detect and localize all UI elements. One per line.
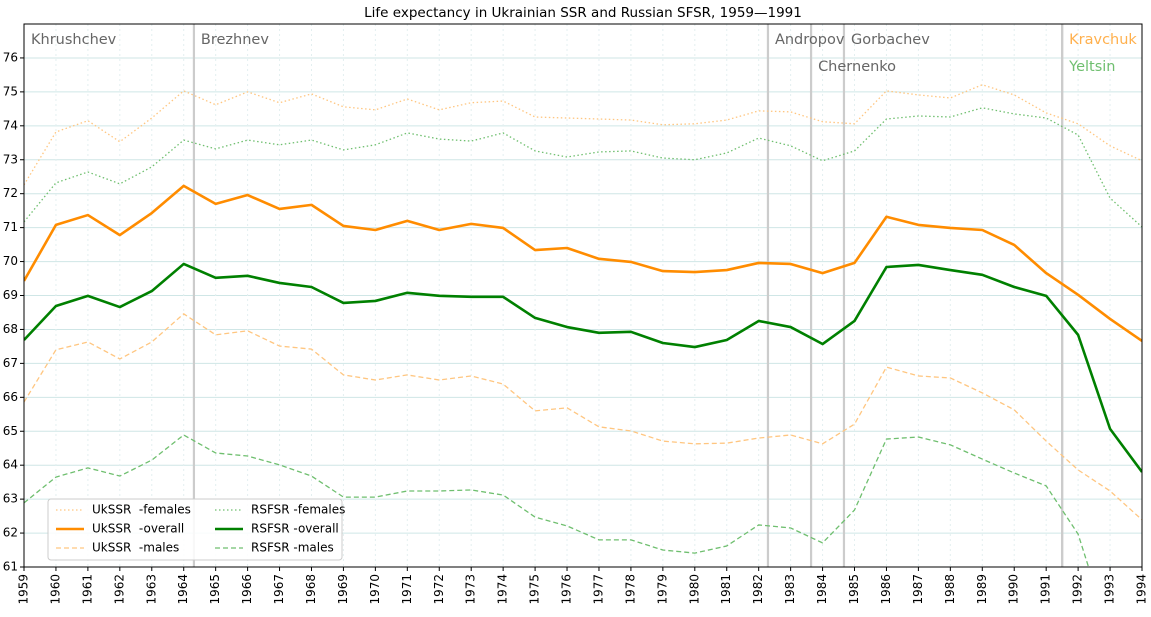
y-tick-label: 68 — [3, 322, 18, 336]
grid — [23, 24, 1143, 568]
x-tick-label: 1989 — [975, 574, 989, 605]
series-line — [24, 184, 1142, 343]
leader-label: Chernenko — [818, 59, 896, 75]
x-tick-label: 1991 — [1039, 574, 1053, 605]
x-tick-label: 1972 — [432, 574, 446, 605]
leader-label: Kravchuk — [1069, 32, 1137, 48]
x-tick-label: 1963 — [144, 574, 158, 605]
y-tick-label: 62 — [3, 526, 18, 540]
x-tick-label: 1975 — [528, 574, 542, 605]
series-lines — [24, 84, 1142, 567]
chart-title: Life expectancy in Ukrainian SSR and Rus… — [364, 5, 802, 21]
x-tick-label: 1984 — [815, 574, 829, 605]
leader-label: Yeltsin — [1068, 59, 1115, 75]
x-tick-label: 1974 — [496, 574, 510, 605]
x-tick-label: 1973 — [464, 574, 478, 605]
legend-label: RSFSR -females — [251, 503, 345, 517]
y-tick-label: 74 — [3, 118, 18, 132]
x-tick-label: 1988 — [943, 574, 957, 605]
x-tick-label: 1982 — [751, 574, 765, 605]
y-tick-label: 67 — [3, 356, 18, 370]
legend-label: UkSSR -males — [92, 541, 179, 555]
y-tick-label: 71 — [3, 220, 18, 234]
x-tick-label: 1986 — [879, 574, 893, 605]
y-tick-label: 73 — [3, 152, 18, 166]
y-tick-label: 75 — [3, 84, 18, 98]
y-tick-label: 61 — [3, 560, 18, 574]
x-tick-label: 1976 — [560, 574, 574, 605]
y-tick-label: 70 — [3, 254, 18, 268]
x-tick-label: 1992 — [1071, 574, 1085, 605]
x-tick-label: 1961 — [80, 574, 94, 605]
series-line — [24, 262, 1142, 473]
legend-label: RSFSR -males — [251, 541, 334, 555]
x-tick-label: 1968 — [304, 574, 318, 605]
legend-label: RSFSR -overall — [251, 522, 339, 536]
x-tick-label: 1985 — [847, 574, 861, 605]
y-tick-label: 63 — [3, 492, 18, 506]
x-tick-label: 1966 — [240, 574, 254, 605]
x-tick-label: 1979 — [655, 574, 669, 605]
legend: UkSSR -females UkSSR -overall UkSSR -males… — [47, 498, 345, 561]
x-tick-label: 1983 — [783, 574, 797, 605]
x-tick-label: 1990 — [1007, 574, 1021, 605]
legend-frame — [47, 498, 343, 561]
x-tick-label: 1969 — [336, 574, 350, 605]
series-line — [24, 313, 1142, 521]
x-tick-label: 1987 — [911, 574, 925, 605]
y-tick-label: 65 — [3, 424, 18, 438]
x-tick-label: 1971 — [400, 574, 414, 605]
leader-label: Khrushchev — [31, 32, 117, 48]
axes: 61 62 63 64 65 66 67 68 69 70 71 72 73 74 75 76 1959 1960… — [3, 32, 1149, 605]
x-tick-label: 1965 — [208, 574, 222, 605]
x-tick-label: 1994 — [1135, 574, 1149, 605]
legend-label: UkSSR -females — [92, 503, 191, 517]
x-tick-label: 1967 — [272, 574, 286, 605]
leader-label: Andropov — [775, 32, 845, 48]
y-tick-label: 69 — [3, 288, 18, 302]
y-tick-label: 76 — [3, 50, 18, 64]
x-tick-label: 1981 — [719, 574, 733, 605]
leader-label: Brezhnev — [201, 32, 269, 48]
x-tick-label: 1978 — [623, 574, 637, 605]
x-tick-label: 1964 — [176, 574, 190, 605]
legend-label: UkSSR -overall — [92, 522, 184, 536]
series-line — [24, 84, 1142, 186]
y-tick-label: 72 — [3, 186, 18, 200]
x-tick-label: 1960 — [48, 574, 62, 605]
x-tick-label: 1959 — [17, 574, 31, 605]
y-tick-label: 64 — [3, 458, 18, 472]
x-tick-label: 1970 — [368, 574, 382, 605]
y-tick-label: 66 — [3, 390, 18, 404]
x-tick-label: 1980 — [687, 574, 701, 605]
x-tick-label: 1993 — [1103, 574, 1117, 605]
x-tick-label: 1977 — [591, 574, 605, 605]
x-tick-label: 1962 — [112, 574, 126, 605]
leader-lines — [192, 24, 1064, 567]
leader-label: Gorbachev — [851, 32, 930, 48]
